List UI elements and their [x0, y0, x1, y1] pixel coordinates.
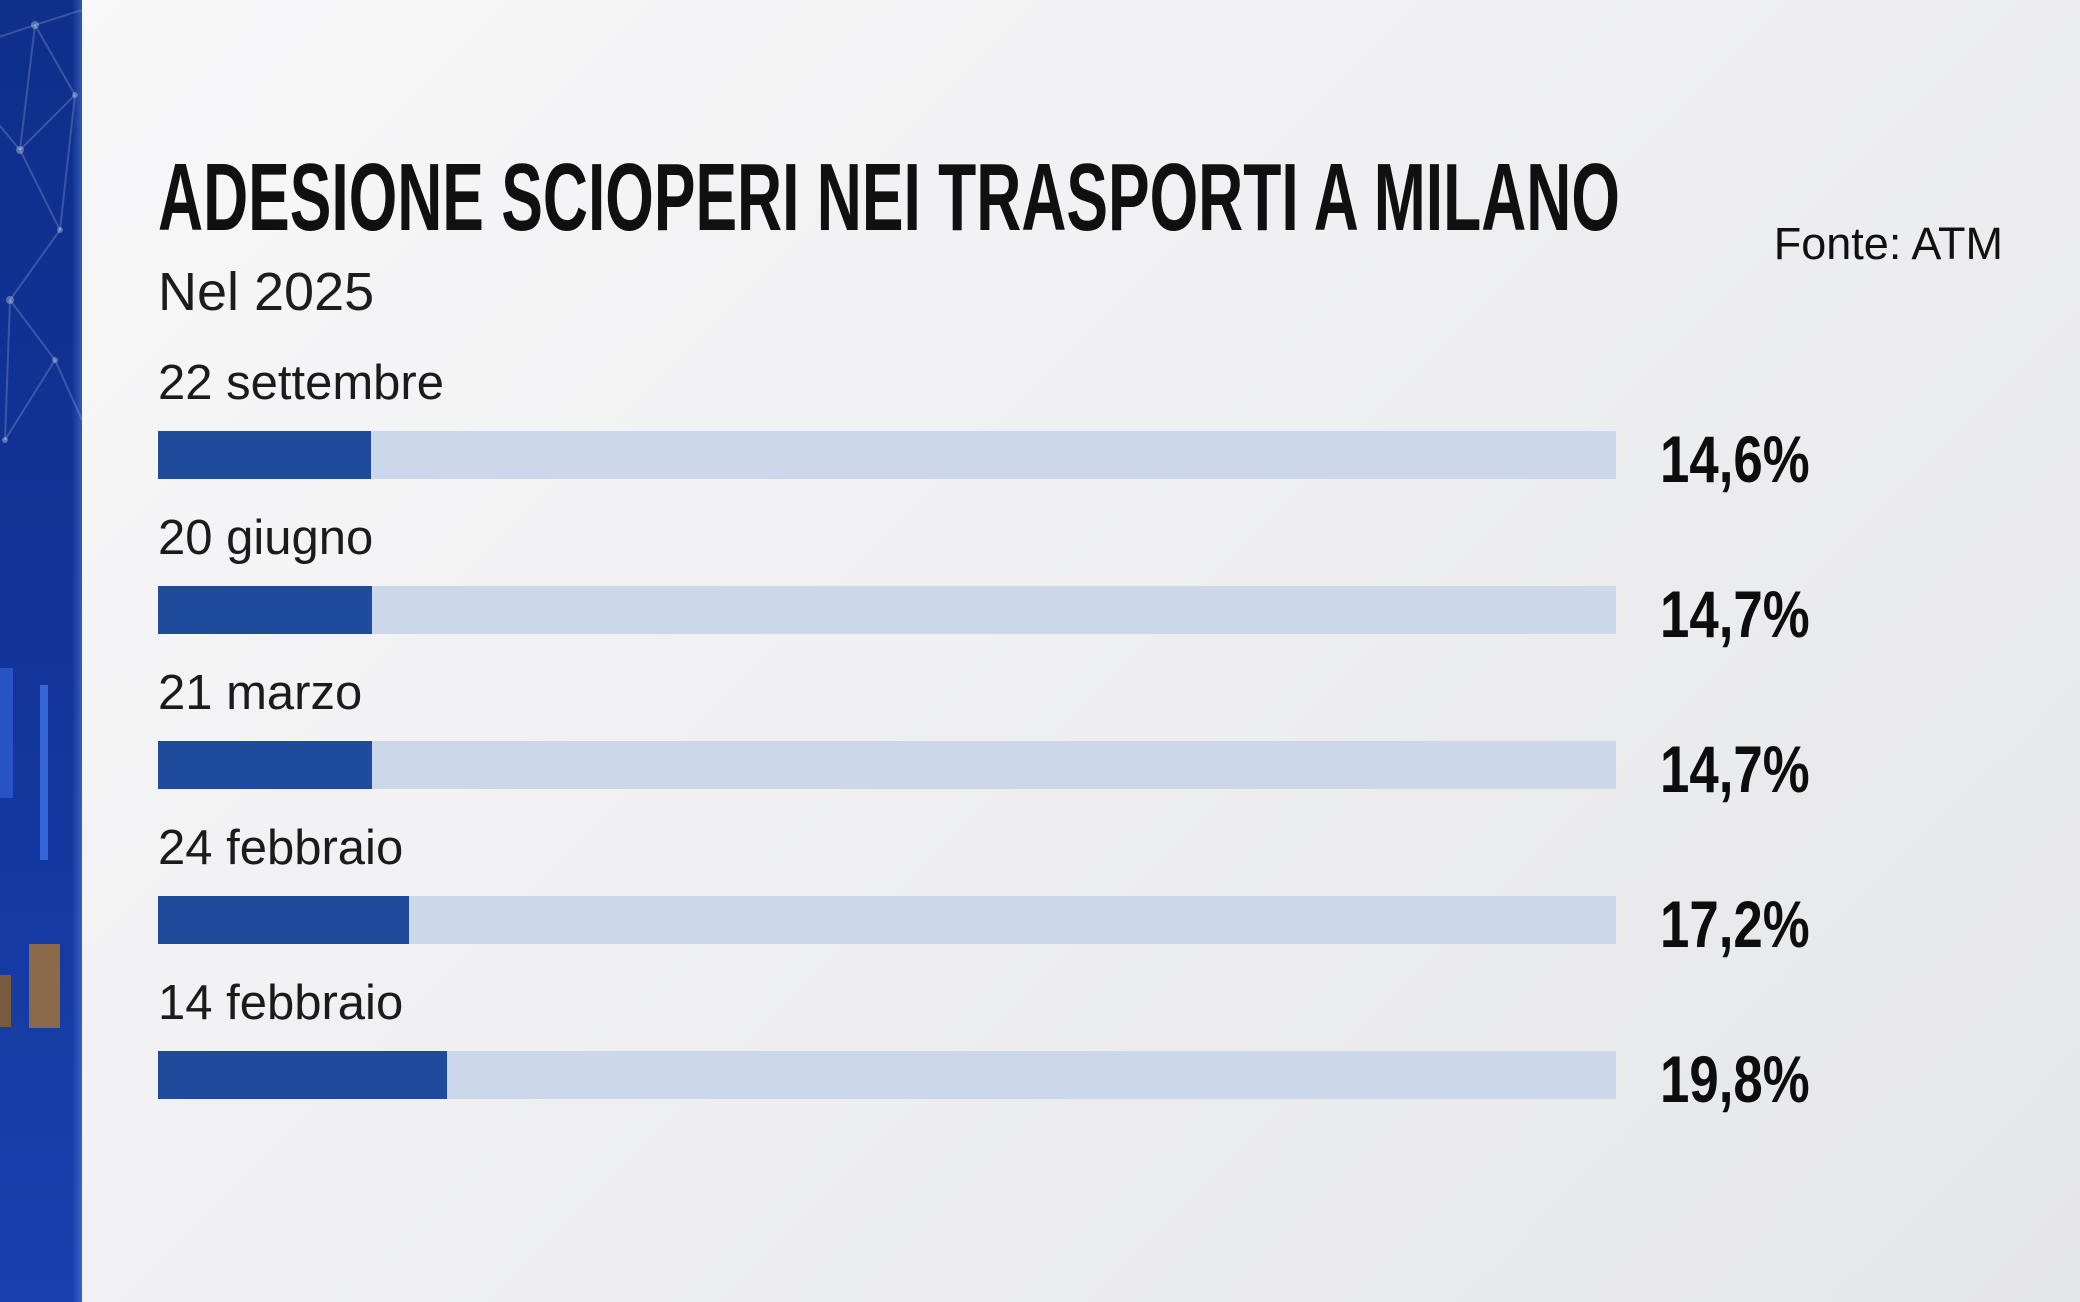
bar-fill — [158, 1051, 447, 1099]
bar-track — [158, 741, 1616, 789]
chart-header: ADESIONE SCIOPERI NEI TRASPORTI A MILANO… — [158, 144, 2080, 322]
bar-value: 14,6% — [1660, 422, 1810, 496]
bar-label: 14 febbraio — [158, 976, 404, 1030]
sidebar-edge-highlight — [72, 0, 82, 1302]
bar-row: 14 febbraio 19,8% — [158, 972, 2018, 1112]
bar-track — [158, 896, 1616, 944]
bar-row: 24 febbraio 17,2% — [158, 817, 2018, 957]
bar-fill — [158, 896, 409, 944]
bar-value: 14,7% — [1660, 732, 1810, 806]
left-accent-bar — [0, 0, 82, 1302]
bar-fill — [158, 431, 371, 479]
bar-value: 17,2% — [1660, 887, 1810, 961]
bar-line: 14,7% — [158, 577, 2018, 647]
bar-chart: 22 settembre 14,6% 20 giugno 14,7% 21 ma… — [158, 352, 2018, 1127]
network-graphic — [0, 9, 82, 1028]
bar-line: 17,2% — [158, 887, 2018, 957]
bar-value: 19,8% — [1660, 1042, 1810, 1116]
bar-label: 22 settembre — [158, 356, 444, 410]
bar-value: 14,7% — [1660, 577, 1810, 651]
chart-subtitle: Nel 2025 — [158, 261, 375, 322]
bar-track — [158, 1051, 1616, 1099]
bar-label: 24 febbraio — [158, 821, 404, 875]
bar-line: 14,7% — [158, 732, 2018, 802]
bar-label: 21 marzo — [158, 666, 363, 720]
bar-row: 20 giugno 14,7% — [158, 507, 2018, 647]
bar-fill — [158, 741, 373, 789]
bar-row: 21 marzo 14,7% — [158, 662, 2018, 802]
bar-fill — [158, 586, 373, 634]
bar-row: 22 settembre 14,6% — [158, 352, 2018, 492]
chart-title: ADESIONE SCIOPERI NEI TRASPORTI A MILANO — [158, 144, 1620, 251]
source-label: Fonte: ATM — [1773, 218, 2003, 269]
bar-line: 19,8% — [158, 1042, 2018, 1112]
bar-line: 14,6% — [158, 422, 2018, 492]
bar-label: 20 giugno — [158, 511, 374, 565]
bar-track — [158, 586, 1616, 634]
bar-track — [158, 431, 1616, 479]
candlestick-graphic — [0, 668, 60, 1028]
